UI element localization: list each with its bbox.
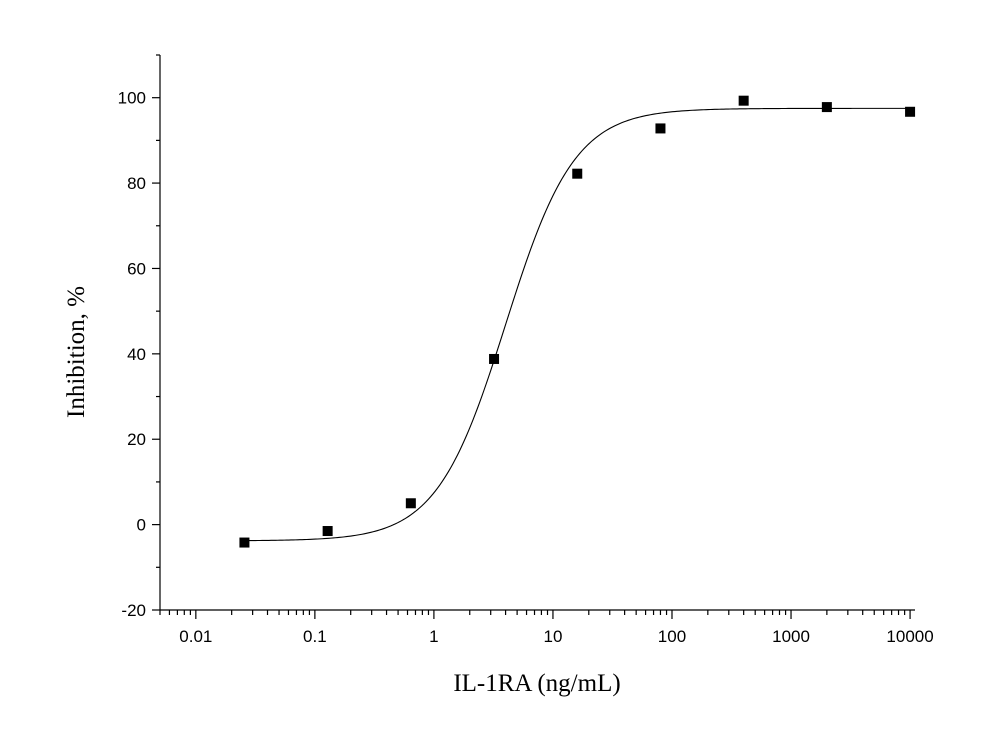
- x-tick-label: 0.01: [179, 627, 212, 646]
- y-axis-label: Inhibition, %: [63, 286, 90, 418]
- y-tick-label: -20: [121, 601, 146, 620]
- data-point: [489, 353, 500, 364]
- y-tick-label: 20: [127, 430, 146, 449]
- data-point: [821, 102, 832, 113]
- axes: [159, 55, 915, 611]
- data-point: [405, 498, 416, 509]
- y-tick-label: 40: [127, 345, 146, 364]
- data-point: [322, 526, 333, 537]
- x-tick-label: 1000: [772, 627, 810, 646]
- data-point: [905, 106, 916, 117]
- data-point: [655, 123, 666, 134]
- data-point: [738, 95, 749, 106]
- x-axis-label: IL-1RA (ng/mL): [453, 670, 620, 697]
- y-tick-label: 100: [118, 89, 146, 108]
- data-point: [572, 168, 583, 179]
- y-ticks: -20 0 20 40 60 80 100: [118, 54, 160, 620]
- y-tick-label: 80: [127, 174, 146, 193]
- x-ticks: 0.01 0.1 1 10 100 1000 10000: [159, 610, 934, 646]
- y-tick-label: 60: [127, 259, 146, 278]
- x-tick-label: 1: [429, 627, 438, 646]
- x-tick-label: 10000: [886, 627, 933, 646]
- data-point: [239, 537, 250, 548]
- x-tick-label: 10: [543, 627, 562, 646]
- x-tick-label: 0.1: [303, 627, 327, 646]
- fit-curve: [244, 107, 911, 542]
- x-tick-label: 100: [658, 627, 686, 646]
- data-points: [239, 95, 916, 548]
- y-tick-label: 0: [137, 516, 146, 535]
